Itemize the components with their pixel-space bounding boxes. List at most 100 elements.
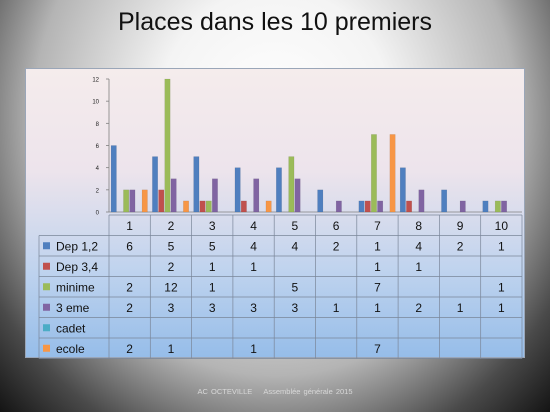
bar	[205, 200, 212, 213]
bar	[110, 145, 117, 213]
bar	[399, 167, 406, 213]
bar	[364, 200, 371, 213]
data-label: 1	[498, 280, 505, 294]
data-label: 6	[126, 239, 133, 253]
data-label: 2	[126, 280, 133, 294]
data-label: 2	[333, 239, 340, 253]
data-label: 2	[126, 301, 133, 315]
category-label: 9	[457, 219, 464, 233]
category-label: 7	[374, 219, 381, 233]
bar	[240, 200, 247, 213]
data-label: 1	[374, 260, 381, 274]
bar	[389, 134, 396, 213]
bar	[358, 200, 365, 213]
bar	[459, 200, 466, 213]
data-label: 1	[209, 280, 216, 294]
series-name: Dep 1,2	[56, 239, 98, 253]
data-label: 1	[374, 239, 381, 253]
y-tick-label: 8	[96, 122, 100, 128]
legend-key	[43, 262, 50, 270]
y-tick-label: 4	[96, 166, 100, 172]
legend-key	[43, 344, 50, 352]
y-tick-label: 0	[96, 211, 100, 217]
category-label: 8	[415, 219, 422, 233]
bar	[164, 78, 171, 213]
bar	[141, 189, 148, 213]
bar	[158, 189, 165, 213]
data-label: 1	[333, 301, 340, 315]
data-label: 1	[168, 342, 175, 356]
bar	[501, 200, 507, 213]
y-tick-label: 6	[96, 144, 100, 150]
data-label: 7	[374, 342, 381, 356]
bar	[183, 200, 189, 213]
category-label: 1	[126, 219, 133, 233]
y-tick-label: 2	[96, 188, 100, 194]
bar	[482, 200, 489, 213]
data-label: 5	[168, 239, 175, 253]
data-label: 2	[457, 239, 464, 253]
bar	[199, 200, 206, 213]
bar	[276, 167, 282, 213]
series-name: minime	[56, 280, 95, 294]
bar	[418, 189, 425, 213]
footer: AC OCTEVILLE Assemblée générale 2015	[0, 387, 550, 396]
legend-key	[43, 242, 50, 250]
chart-frame: 0 2 4 6 8 10 12 1 2 3 4 5 6 7 8 9 10 Dep 1,2 6 5 5 4 4 2 1 4 2 1 Dep…	[25, 68, 525, 359]
data-label: 7	[374, 280, 381, 294]
y-tick-label: 12	[92, 78, 99, 84]
data-label: 3	[209, 301, 216, 315]
data-label: 4	[292, 239, 299, 253]
data-label: 1	[250, 342, 257, 356]
category-label: 5	[292, 219, 299, 233]
data-label: 12	[164, 280, 178, 294]
bar	[129, 189, 136, 213]
bar	[494, 200, 501, 213]
data-label: 2	[415, 301, 422, 315]
bar	[317, 189, 324, 213]
data-label: 1	[498, 301, 505, 315]
category-label: 10	[495, 219, 509, 233]
series-name: 3 eme	[56, 301, 90, 315]
data-label: 5	[292, 280, 299, 294]
series-name: cadet	[56, 321, 86, 335]
category-label: 2	[168, 219, 175, 233]
bar	[335, 200, 342, 213]
data-label: 3	[292, 301, 299, 315]
data-label: 1	[250, 260, 257, 274]
data-label: 1	[374, 301, 381, 315]
bar	[377, 200, 384, 213]
bar	[193, 156, 200, 213]
bar	[294, 178, 301, 213]
data-label: 3	[250, 301, 257, 315]
bar	[265, 200, 272, 213]
data-label: 5	[209, 239, 216, 253]
data-label: 4	[415, 239, 422, 253]
data-label: 3	[168, 301, 175, 315]
data-label: 1	[457, 301, 464, 315]
legend-key	[43, 303, 50, 311]
bar	[406, 200, 412, 213]
data-label: 1	[209, 260, 216, 274]
data-label: 2	[168, 260, 175, 274]
bar	[234, 167, 241, 213]
bar	[253, 178, 260, 213]
bar	[371, 134, 377, 213]
legend-key	[43, 324, 50, 332]
bar	[152, 156, 158, 213]
bar	[170, 178, 177, 213]
bar	[123, 189, 130, 213]
series-name: Dep 3,4	[56, 260, 98, 274]
data-label: 1	[498, 239, 505, 253]
footer-organization: AC OCTEVILLE	[197, 387, 253, 396]
category-label: 3	[209, 219, 216, 233]
category-label: 4	[250, 219, 257, 233]
category-label: 6	[333, 219, 340, 233]
bar	[441, 189, 448, 213]
data-label: 1	[415, 260, 422, 274]
data-label: 2	[126, 342, 133, 356]
footer-event: Assemblée générale 2015	[263, 387, 353, 396]
series-name: ecole	[56, 342, 85, 356]
bar	[212, 178, 218, 213]
